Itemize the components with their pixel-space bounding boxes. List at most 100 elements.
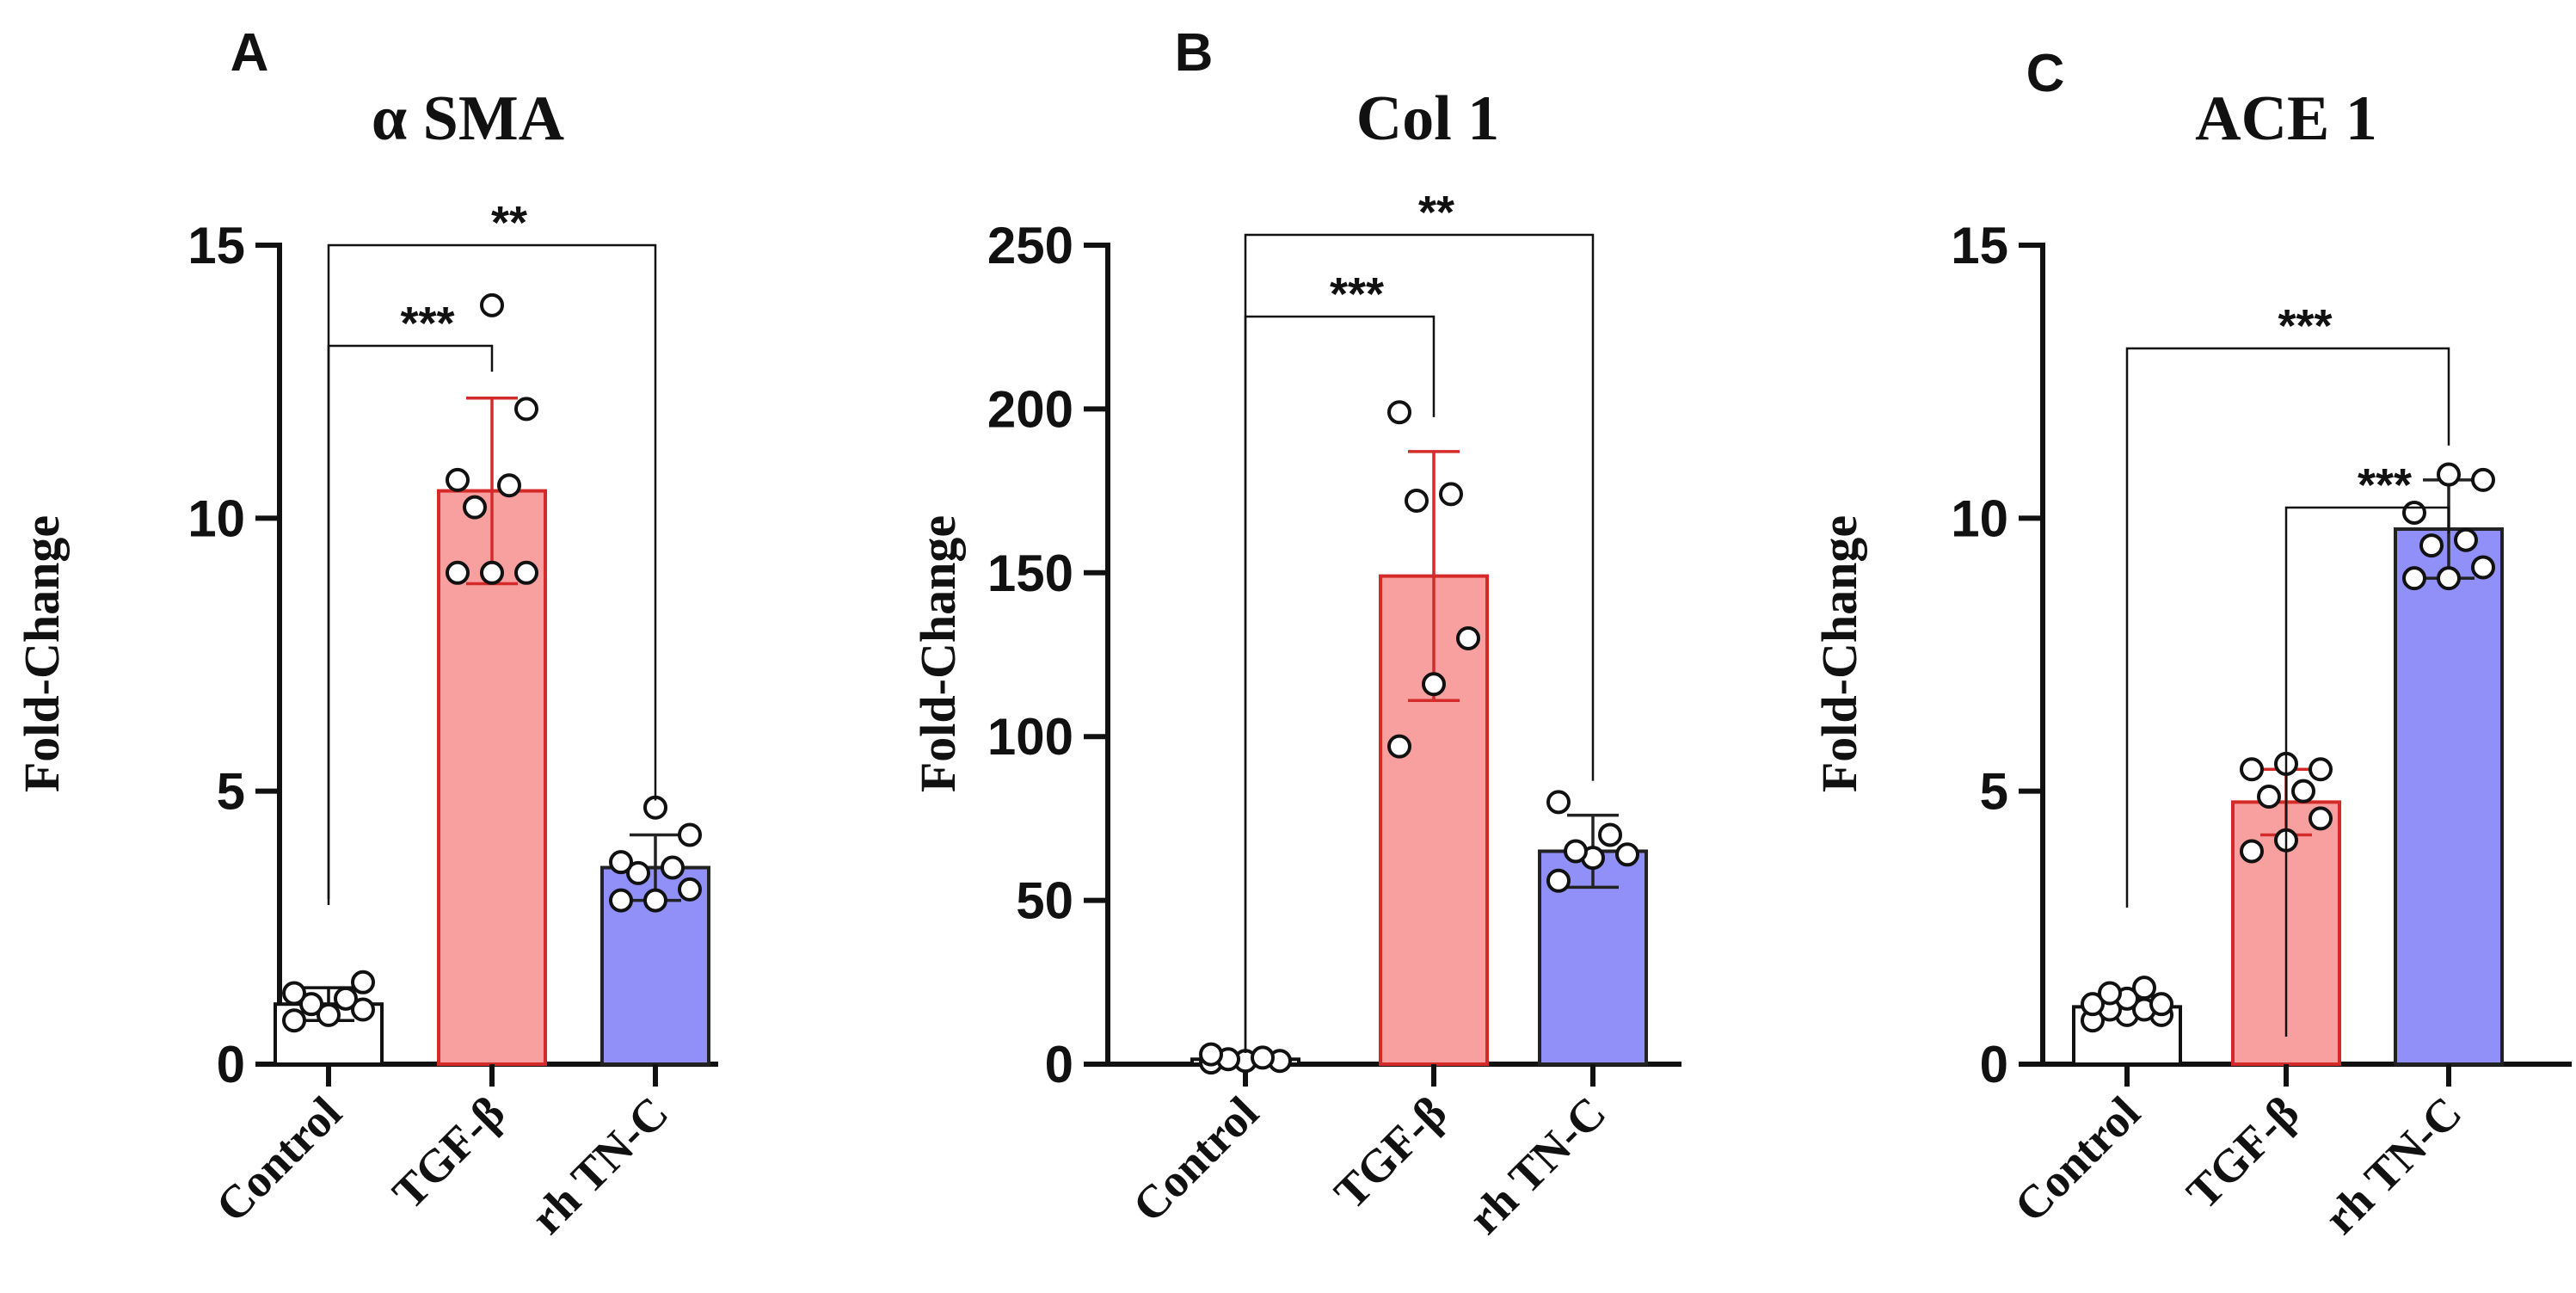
data-point: [2437, 566, 2461, 591]
data-point: [463, 495, 487, 520]
y-tick-label: 0: [1045, 1036, 1073, 1093]
significance-label: ***: [2358, 459, 2412, 511]
chart-panel-A: Aα SMA Fold-Change 0 5 10 15 Control TGF-β rh TN…: [14, 23, 718, 1244]
data-point: [626, 860, 650, 885]
data-point: [2240, 757, 2264, 782]
y-tick-label: 250: [987, 217, 1073, 274]
x-tick-label: TGF-β: [383, 1087, 515, 1219]
significance-label: ***: [1330, 268, 1384, 320]
data-point: [2471, 467, 2495, 492]
data-point: [334, 986, 358, 1011]
data-point: [1387, 400, 1411, 425]
data-point: [609, 850, 633, 875]
significance-bracket: [327, 243, 657, 905]
y-tick-label: 0: [1980, 1036, 2008, 1093]
chart-panel-C: C ACE 1 Fold-Change 0 5 10 15 Control TGF-β rh TN…: [1811, 44, 2572, 1244]
chart-title: α SMA: [372, 83, 564, 154]
data-point: [446, 560, 470, 585]
y-tick-label: 200: [987, 380, 1073, 438]
panel-letter: B: [1175, 23, 1214, 83]
chart-title: Col 1: [1356, 83, 1500, 154]
data-point: [1456, 625, 1480, 650]
data-point: [514, 397, 538, 422]
data-point: [1615, 842, 1639, 867]
data-point: [2402, 566, 2426, 591]
data-point: [2309, 757, 2333, 782]
panel-letter: C: [2026, 44, 2065, 103]
data-point: [480, 292, 504, 317]
data-point: [1564, 839, 1588, 864]
y-tick-label: 5: [217, 763, 245, 821]
data-point: [2291, 779, 2315, 804]
data-point: [351, 997, 375, 1022]
x-tick-label: TGF-β: [2177, 1087, 2309, 1219]
data-point: [497, 473, 521, 498]
y-tick-label: 15: [1951, 217, 2008, 274]
data-point: [1546, 868, 1571, 893]
data-point: [2471, 555, 2495, 580]
data-point: [1405, 489, 1429, 514]
data-point: [2240, 839, 2264, 864]
data-point: [317, 1002, 341, 1027]
significance-bracket: [2125, 347, 2450, 908]
y-tick-label: 10: [1951, 489, 2008, 547]
panel-letter: A: [231, 23, 269, 83]
data-point: [2437, 462, 2461, 487]
data-point: [299, 992, 323, 1017]
data-point: [678, 877, 702, 902]
data-point: [514, 560, 538, 585]
data-point: [2149, 992, 2173, 1017]
bar: [437, 489, 547, 1066]
data-point: [351, 970, 375, 994]
significance-label: **: [491, 197, 527, 249]
data-point: [609, 888, 633, 913]
x-tick-label: rh TN-C: [1459, 1087, 1616, 1244]
data-point: [2132, 976, 2156, 1001]
data-point: [2257, 785, 2281, 810]
significance-label: ***: [2278, 300, 2332, 352]
x-tick-label: Control: [1122, 1087, 1268, 1232]
data-point: [2419, 533, 2444, 558]
chart-panel-B: B Col 1 Fold-Change 0 50 100 150 200 250 Control T…: [910, 23, 1681, 1244]
data-point: [643, 888, 667, 913]
data-point: [2081, 992, 2105, 1017]
y-tick-label: 50: [1016, 872, 1073, 930]
data-point: [1439, 482, 1463, 507]
y-tick-label: 10: [188, 489, 245, 547]
data-point: [282, 1008, 306, 1033]
y-axis-label: Fold-Change: [1811, 515, 1867, 792]
data-point: [2309, 806, 2333, 831]
x-tick-label: TGF-β: [1325, 1087, 1457, 1219]
data-point: [1598, 822, 1622, 847]
y-axis-label: Fold-Change: [910, 515, 966, 792]
data-point: [1387, 734, 1411, 759]
y-tick-label: 15: [188, 217, 245, 274]
x-tick-label: rh TN-C: [2315, 1087, 2472, 1244]
chart-title: ACE 1: [2195, 83, 2377, 154]
y-tick-label: 150: [987, 545, 1073, 602]
data-point: [678, 822, 702, 847]
data-point: [446, 467, 470, 492]
data-point: [1546, 790, 1571, 815]
y-tick-label: 0: [217, 1036, 245, 1093]
data-point: [1251, 1045, 1275, 1070]
y-axis-label: Fold-Change: [14, 515, 70, 792]
data-point: [1422, 672, 1446, 697]
data-point: [2098, 981, 2122, 1006]
significance-bracket: [2284, 506, 2450, 1037]
x-tick-label: Control: [206, 1087, 351, 1232]
data-point: [661, 855, 685, 880]
y-tick-label: 100: [987, 708, 1073, 766]
data-point: [2454, 527, 2478, 552]
x-tick-label: Control: [2004, 1087, 2149, 1232]
significance-label: **: [1418, 187, 1454, 238]
data-point: [282, 981, 306, 1006]
data-point: [480, 560, 504, 585]
y-tick-label: 5: [1980, 763, 2008, 821]
data-point: [1199, 1042, 1223, 1067]
significance-label: ***: [400, 298, 454, 349]
significance-bracket: [1244, 233, 1595, 1053]
x-tick-label: rh TN-C: [521, 1087, 679, 1244]
bar: [2394, 527, 2504, 1066]
